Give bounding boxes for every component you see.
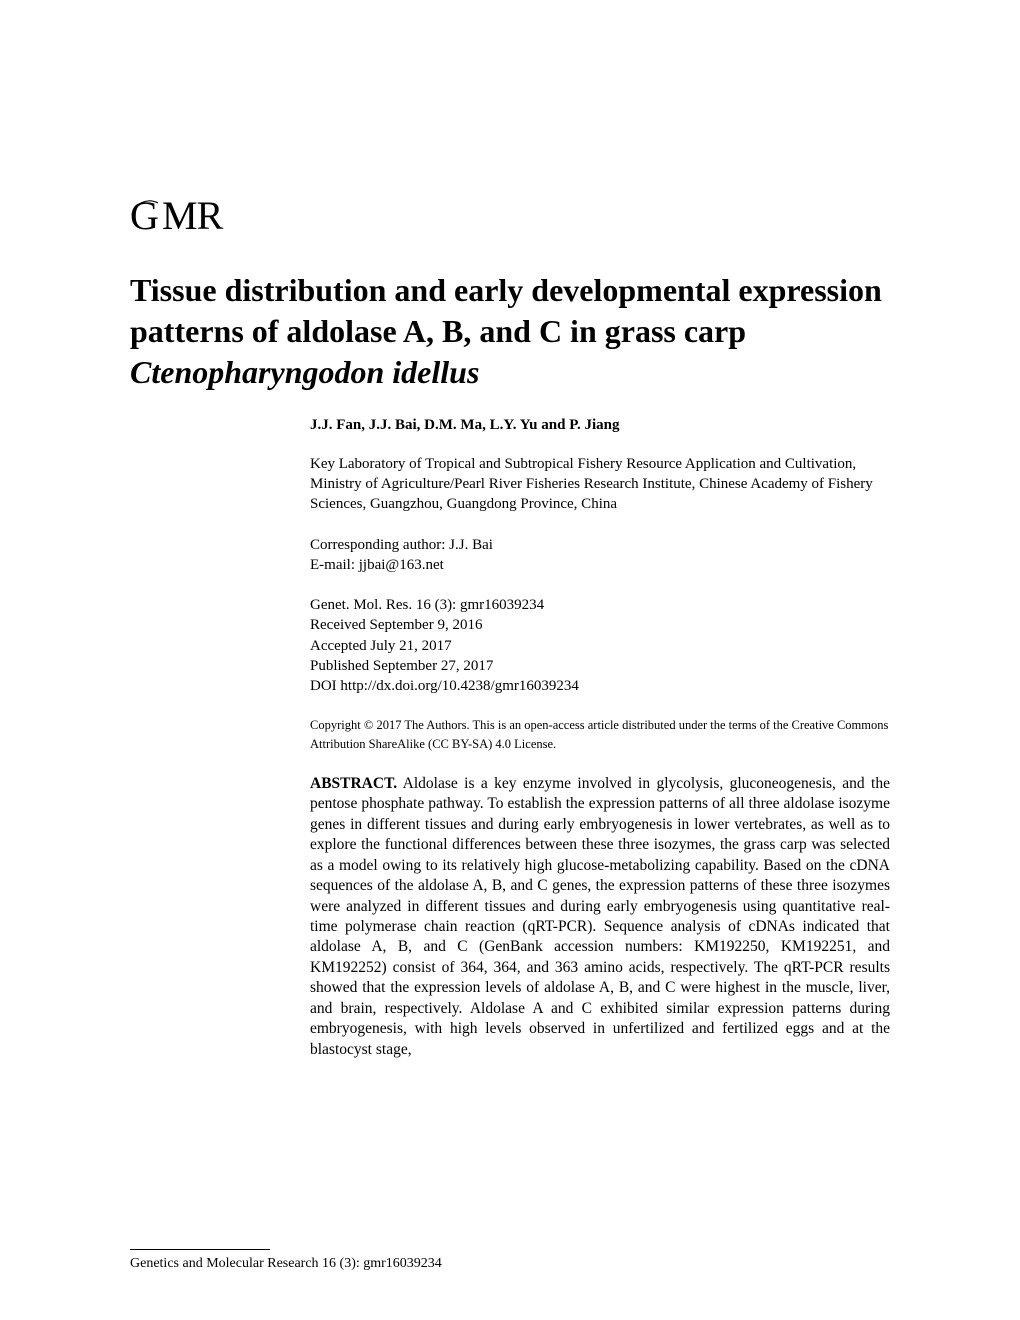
corresponding-author-block: Corresponding author: J.J. Bai E-mail: j… xyxy=(310,535,890,576)
page-footer: Genetics and Molecular Research 16 (3): … xyxy=(130,1249,442,1272)
title-main: Tissue distribution and early developmen… xyxy=(130,272,882,349)
journal-logo: G MR xyxy=(130,195,890,248)
authors-list: J.J. Fan, J.J. Bai, D.M. Ma, L.Y. Yu and… xyxy=(310,417,890,434)
abstract-body: Aldolase is a key enzyme involved in gly… xyxy=(310,775,890,1058)
article-metadata: J.J. Fan, J.J. Bai, D.M. Ma, L.Y. Yu and… xyxy=(310,417,890,1060)
doi-line: DOI http://dx.doi.org/10.4238/gmr1603923… xyxy=(310,676,890,696)
accepted-date: Accepted July 21, 2017 xyxy=(310,636,890,656)
corresponding-author-name: Corresponding author: J.J. Bai xyxy=(310,535,890,555)
article-title: Tissue distribution and early developmen… xyxy=(130,270,890,393)
affiliation-text: Key Laboratory of Tropical and Subtropic… xyxy=(310,454,890,515)
received-date: Received September 9, 2016 xyxy=(310,615,890,635)
svg-text:MR: MR xyxy=(162,195,224,237)
title-species: Ctenopharyngodon idellus xyxy=(130,354,479,390)
copyright-notice: Copyright © 2017 The Authors. This is an… xyxy=(310,716,890,754)
footer-citation: Genetics and Molecular Research 16 (3): … xyxy=(130,1256,442,1272)
publication-info: Genet. Mol. Res. 16 (3): gmr16039234 Rec… xyxy=(310,595,890,696)
footer-divider xyxy=(130,1249,270,1250)
citation-line: Genet. Mol. Res. 16 (3): gmr16039234 xyxy=(310,595,890,615)
abstract-label: ABSTRACT. xyxy=(310,775,397,792)
published-date: Published September 27, 2017 xyxy=(310,656,890,676)
abstract-block: ABSTRACT. Aldolase is a key enzyme invol… xyxy=(310,774,890,1060)
corresponding-author-email: E-mail: jjbai@163.net xyxy=(310,555,890,575)
